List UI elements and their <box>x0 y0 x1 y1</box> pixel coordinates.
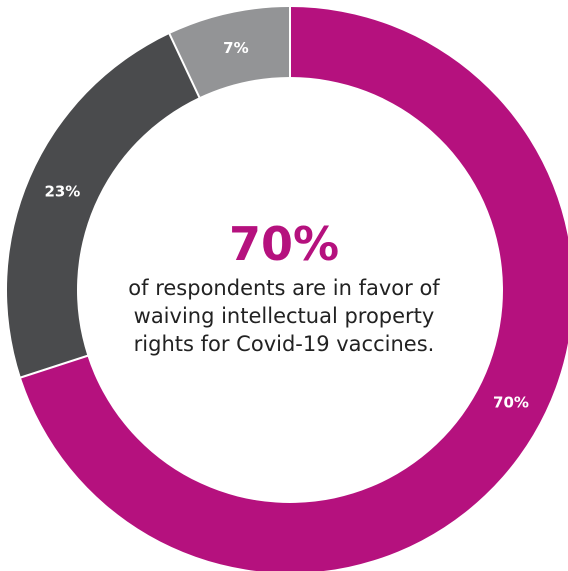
caption-line: of respondents are in favor of <box>128 276 440 300</box>
slice-divider <box>19 354 89 379</box>
slice-dividers <box>19 6 291 379</box>
center-summary: 70% of respondents are in favor of waivi… <box>84 216 484 358</box>
slice-label-against: 23% <box>44 183 80 201</box>
center-caption: of respondents are in favor of waiving i… <box>84 274 484 358</box>
center-headline: 70% <box>228 217 340 271</box>
slice-divider <box>168 32 201 99</box>
slice-labels: 70% 23% 7% <box>44 39 528 412</box>
slice-label-in-favor: 70% <box>493 394 529 412</box>
caption-line: waiving intellectual property <box>133 304 435 328</box>
slice-label-undecided: 7% <box>223 39 248 57</box>
slice-undecided <box>169 7 290 98</box>
caption-line: rights for Covid-19 vaccines. <box>133 332 435 356</box>
donut-slices <box>6 7 568 571</box>
slice-against <box>6 33 200 378</box>
